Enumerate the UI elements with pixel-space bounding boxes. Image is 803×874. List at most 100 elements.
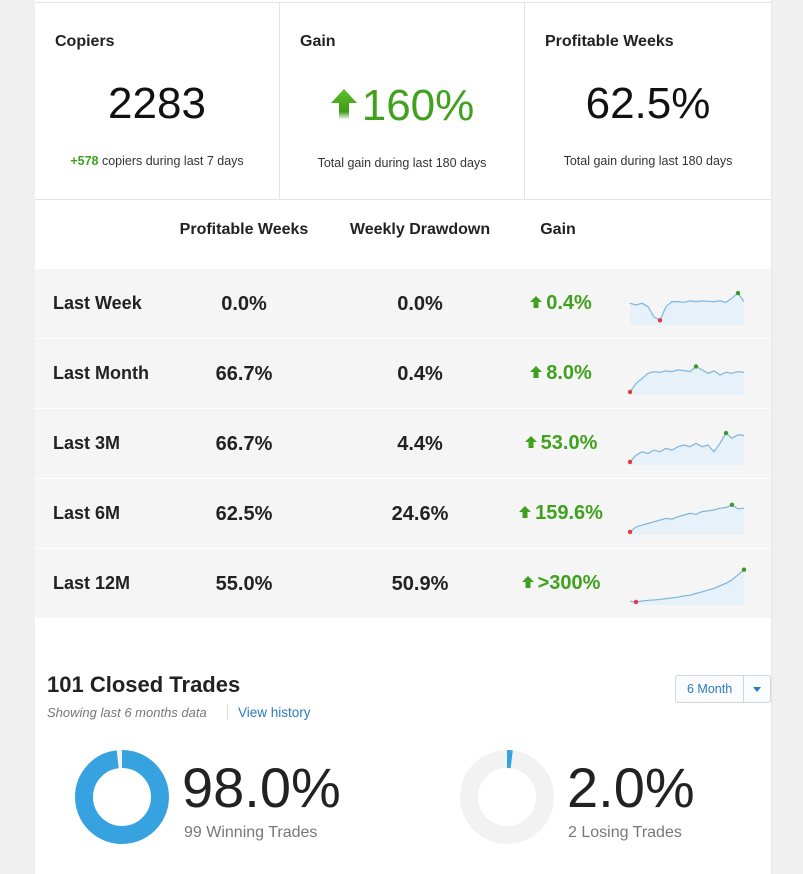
row-profitable-weeks: 55.0% [215,573,273,595]
row-period: Last 12M [53,573,131,593]
sparkline-area [630,569,744,605]
row-period: Last 6M [53,503,121,523]
copiers-value: 2283 [108,79,206,128]
row-gain: 0.4% [501,292,621,315]
profitable-weeks-label: Profitable Weeks [545,33,674,50]
col-header-profitable-weeks: Profitable Weeks [179,221,309,238]
profitable-weeks-value: 62.5% [585,79,711,128]
sparkline-area [630,293,744,325]
sparkline-min-point [627,529,633,535]
copiers-label: Copiers [55,33,115,50]
divider [227,704,228,720]
row-sparkline [627,430,745,465]
row-profitable-weeks: 66.7% [215,363,273,385]
sparkline-area [630,504,744,535]
copiers-stat: Copiers 2283 +578 copiers during last 7 … [35,3,279,199]
row-period: Last 3M [53,433,121,453]
range-select[interactable]: 6 Month [675,675,771,703]
table-row: Last 6M 62.5% 24.6% 159.6% [35,479,771,548]
row-period: Last Week [53,293,142,313]
up-arrow-icon [524,435,537,448]
copiers-delta: +578 [70,154,99,168]
up-arrow-icon [330,89,357,120]
table-row: Last Week 0.0% 0.0% 0.4% [35,269,771,338]
chevron-down-icon[interactable] [753,687,761,692]
table-row: Last 3M 66.7% 4.4% 53.0% [35,409,771,478]
row-weekly-drawdown: 4.4% [397,433,443,455]
winning-label: 99 Winning Trades [184,824,318,841]
sparkline-max-point [735,290,741,296]
divider [524,3,525,199]
sparkline-area [630,366,744,395]
copiers-delta-note: copiers during last 7 days [98,154,244,168]
sparkline-min-point [627,459,633,465]
sparkline-max-point [723,430,729,436]
divider [743,676,744,702]
row-period: Last Month [53,363,149,383]
row-profitable-weeks: 62.5% [215,503,273,525]
sparkline-min-point [657,318,663,323]
up-arrow-icon [521,575,534,588]
gain-value: 160% [361,81,475,130]
profitable-weeks-note: Total gain during last 180 days [563,154,733,168]
sparkline-line [629,569,745,603]
sparkline-max-point [741,567,747,572]
winning-donut [75,750,169,844]
winning-percent: 98.0% [182,756,341,819]
row-sparkline [629,290,745,325]
row-gain: 8.0% [501,362,621,385]
row-gain-value: 8.0% [546,362,592,384]
sparkline-min-point [627,389,633,395]
losing-label: 2 Losing Trades [568,824,682,841]
profitable-weeks-stat: Profitable Weeks 62.5% Total gain during… [525,3,771,199]
row-sparkline [627,502,745,535]
closed-trades-subtitle: Showing last 6 months data [47,705,207,720]
row-sparkline [627,364,745,395]
table-row: Last Month 66.7% 0.4% 8.0% [35,339,771,408]
gain-stat: Gain 160% Total gain during last 180 day… [280,3,524,199]
closed-trades-title: 101 Closed Trades [47,672,241,697]
sparkline-max-point [729,502,735,507]
range-select-value: 6 Month [687,682,733,696]
up-arrow-icon [530,365,543,378]
col-header-weekly-drawdown: Weekly Drawdown [349,221,491,238]
sparkline-max-point [693,364,699,369]
divider [35,199,771,200]
row-gain: >300% [501,572,621,595]
up-arrow-icon [530,295,543,308]
row-profitable-weeks: 66.7% [215,433,273,455]
panel-right-border [771,0,772,874]
losing-donut [460,750,554,844]
losing-percent: 2.0% [567,756,695,819]
row-gain-value: >300% [537,572,601,594]
gain-value-wrap: 160% [280,81,524,131]
winning-donut-arc [75,750,169,844]
row-profitable-weeks: 0.0% [221,293,267,315]
gain-label: Gain [300,33,336,50]
sparkline-line [629,365,745,393]
sparkline-min-point [633,599,639,605]
row-gain-value: 0.4% [546,292,592,314]
up-arrow-icon [519,505,532,518]
sparkline-line [629,292,745,322]
row-gain: 53.0% [501,432,621,455]
row-sparkline [629,567,747,605]
losing-donut-arc [460,750,554,844]
gain-note: Total gain during last 180 days [317,156,487,170]
row-gain: 159.6% [501,502,621,525]
row-gain-value: 159.6% [535,502,603,524]
sparkline-area [630,433,744,465]
row-weekly-drawdown: 0.4% [397,363,443,385]
row-weekly-drawdown: 50.9% [391,573,449,595]
view-history-link[interactable]: View history [238,705,311,720]
row-weekly-drawdown: 0.0% [397,293,443,315]
top-border [35,2,771,3]
row-weekly-drawdown: 24.6% [391,503,449,525]
copiers-delta-text: +578 copiers during last 7 days [35,154,279,168]
col-header-gain: Gain [540,221,576,238]
table-row: Last 12M 55.0% 50.9% >300% [35,549,771,618]
row-gain-value: 53.0% [540,432,598,454]
divider [279,3,280,199]
sparkline-line [629,504,745,533]
losing-donut-track [460,750,554,844]
